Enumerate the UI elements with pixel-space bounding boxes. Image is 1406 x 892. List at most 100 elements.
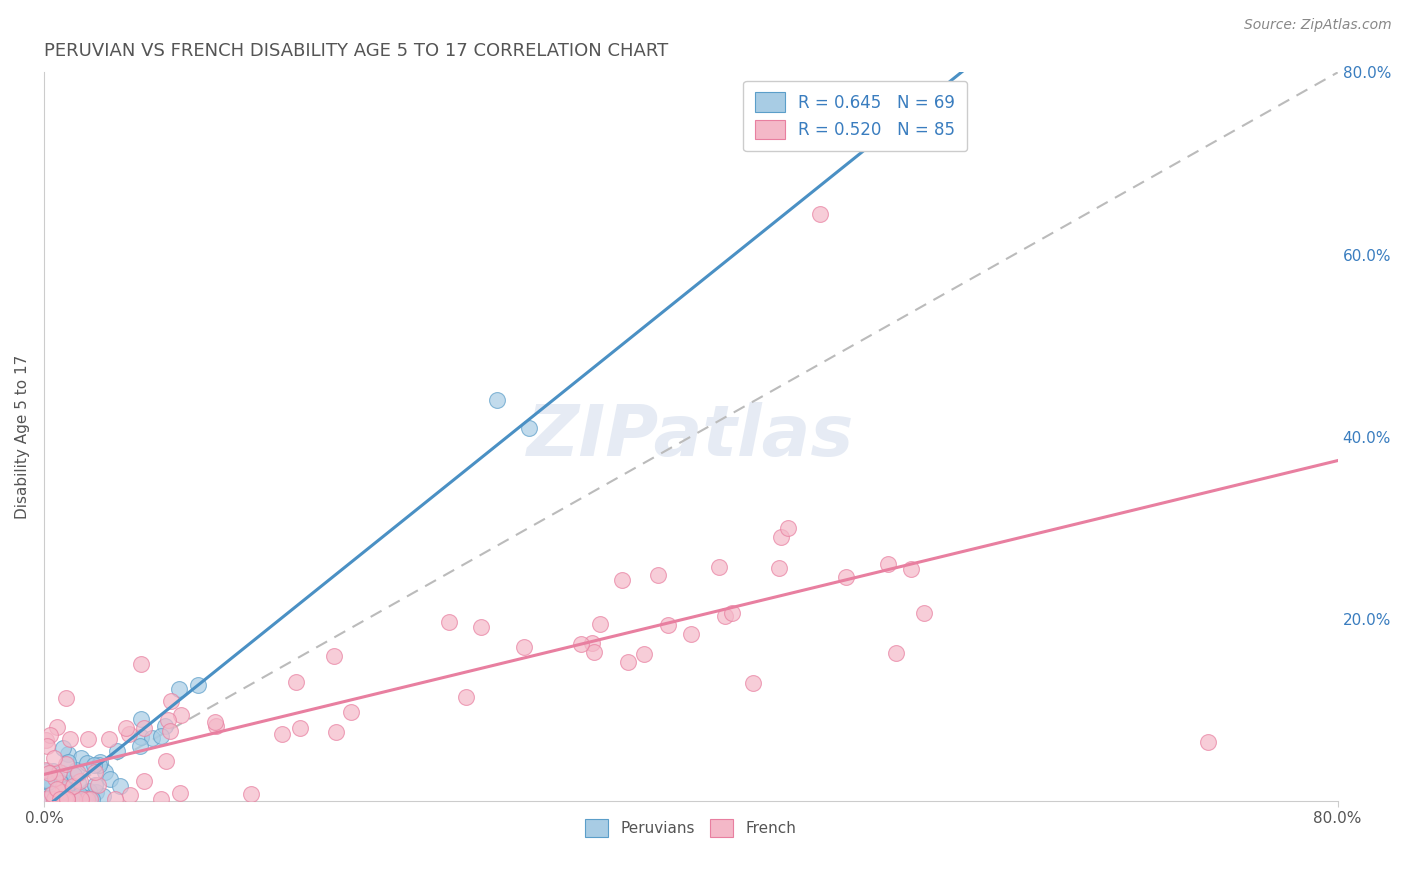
- Point: [41, 787, 63, 801]
- Point: [59, 792, 82, 806]
- Point: [84, 785, 107, 799]
- Point: [768, 560, 790, 574]
- Point: [104, 792, 127, 806]
- Text: ZIPatlas: ZIPatlas: [527, 402, 855, 471]
- Point: [97, 732, 120, 747]
- Point: [157, 713, 180, 727]
- Point: [76, 756, 98, 770]
- Point: [48, 792, 70, 806]
- Point: [44, 751, 66, 765]
- Point: [129, 731, 152, 745]
- Point: [270, 727, 292, 741]
- Point: [55, 792, 77, 806]
- Point: [513, 640, 536, 654]
- Point: [45, 782, 67, 797]
- Point: [79, 790, 101, 805]
- Point: [42, 792, 65, 806]
- Point: [808, 206, 831, 220]
- Legend: Peruvians, French: Peruvians, French: [578, 812, 804, 844]
- Point: [647, 568, 669, 582]
- Point: [44, 792, 66, 806]
- Point: [51, 776, 73, 790]
- Point: [56, 792, 79, 806]
- Point: [60, 792, 83, 806]
- Point: [155, 754, 177, 768]
- Point: [34, 787, 56, 801]
- Point: [58, 776, 80, 790]
- Point: [205, 719, 228, 733]
- Point: [83, 764, 105, 779]
- Point: [657, 618, 679, 632]
- Point: [77, 783, 100, 797]
- Point: [581, 636, 603, 650]
- Point: [38, 766, 60, 780]
- Point: [707, 560, 730, 574]
- Point: [131, 657, 153, 671]
- Point: [48, 792, 70, 806]
- Point: [159, 723, 181, 738]
- Point: [38, 792, 60, 806]
- Point: [34, 792, 56, 806]
- Point: [34, 763, 56, 777]
- Point: [150, 792, 173, 806]
- Point: [456, 690, 478, 704]
- Point: [42, 764, 65, 778]
- Point: [51, 766, 73, 780]
- Point: [52, 792, 75, 806]
- Point: [58, 789, 80, 804]
- Point: [107, 744, 129, 758]
- Point: [323, 648, 346, 663]
- Point: [204, 715, 226, 730]
- Point: [108, 780, 131, 794]
- Point: [55, 789, 77, 803]
- Point: [150, 729, 173, 743]
- Point: [48, 792, 70, 806]
- Point: [66, 766, 89, 780]
- Point: [65, 763, 87, 777]
- Point: [129, 712, 152, 726]
- Point: [83, 757, 105, 772]
- Point: [170, 707, 193, 722]
- Point: [589, 616, 612, 631]
- Point: [55, 756, 77, 771]
- Point: [681, 627, 703, 641]
- Point: [1197, 734, 1219, 748]
- Point: [91, 789, 114, 803]
- Point: [58, 756, 80, 770]
- Point: [42, 792, 65, 806]
- Point: [118, 788, 141, 802]
- Point: [569, 637, 592, 651]
- Point: [46, 792, 69, 806]
- Point: [56, 791, 79, 805]
- Point: [80, 792, 103, 806]
- Point: [633, 648, 655, 662]
- Point: [187, 678, 209, 692]
- Point: [46, 772, 69, 786]
- Point: [55, 781, 77, 796]
- Point: [35, 773, 58, 788]
- Point: [89, 755, 111, 769]
- Point: [834, 570, 856, 584]
- Point: [45, 792, 67, 806]
- Point: [284, 674, 307, 689]
- Point: [159, 694, 181, 708]
- Point: [37, 739, 59, 753]
- Point: [884, 646, 907, 660]
- Point: [132, 722, 155, 736]
- Point: [128, 739, 150, 753]
- Point: [69, 789, 91, 803]
- Point: [52, 780, 75, 795]
- Point: [582, 645, 605, 659]
- Point: [34, 792, 56, 806]
- Point: [63, 767, 86, 781]
- Point: [35, 792, 58, 806]
- Point: [35, 764, 58, 779]
- Text: Source: ZipAtlas.com: Source: ZipAtlas.com: [1244, 18, 1392, 32]
- Point: [517, 420, 540, 434]
- Point: [153, 719, 176, 733]
- Point: [84, 779, 107, 793]
- Point: [44, 771, 66, 785]
- Point: [169, 681, 191, 696]
- Point: [35, 792, 58, 806]
- Point: [44, 792, 66, 806]
